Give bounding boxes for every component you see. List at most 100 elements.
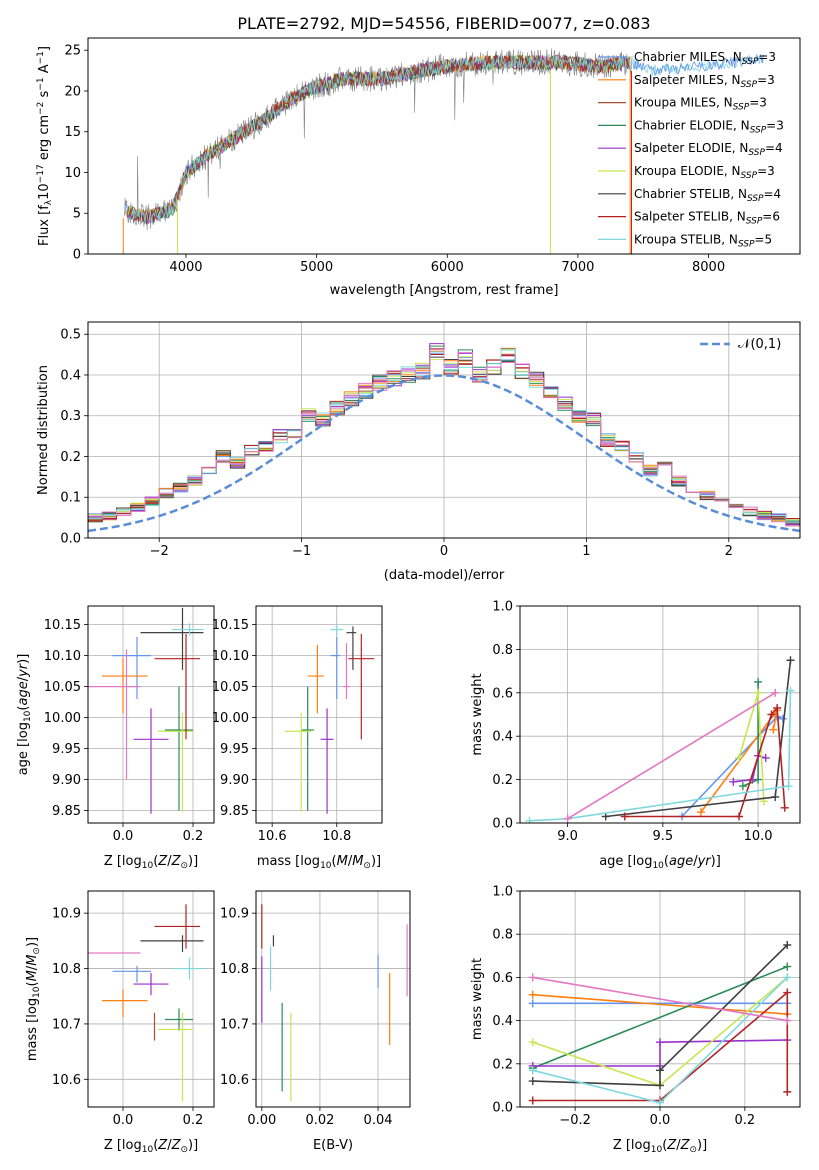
errorbar-point: [112, 965, 151, 983]
x-tick-label: 0.00: [247, 1113, 276, 1128]
x-tick-label: −0.2: [559, 1113, 591, 1128]
x-axis-label: Z [log10(Z/Z⊙)]: [104, 854, 198, 871]
axes-frame: [87, 890, 215, 1108]
x-axis-label-part: yr: [697, 854, 713, 869]
mass-weight-marker: [729, 777, 738, 786]
mass-weight-marker: [784, 782, 793, 791]
legend-entry: Salpeter MILES, NSSP=3: [634, 73, 775, 90]
errorbar-point: [140, 935, 204, 952]
panel-spectrum: 4000 5000 6000 7000 8000 0 5 10 15 20 25 wavelength…: [36, 37, 801, 298]
y-axis-label-part: 10: [23, 710, 33, 722]
legend-entry-part: =3: [757, 164, 775, 178]
x-axis-label-part: 10: [652, 861, 664, 871]
legend-entry: 𝒩(0,1): [738, 337, 781, 352]
mass-weight-line: [532, 976, 788, 1022]
mass-weight-line: [532, 965, 788, 1069]
mass-weight-marker: [525, 816, 534, 823]
y-axis-label-part: mass [log: [25, 998, 40, 1061]
x-axis-label: (data-model)/error: [384, 568, 505, 583]
plot-area: [525, 656, 795, 823]
x-tick-label: 9.0: [557, 829, 578, 844]
plot-area: [528, 941, 792, 1107]
legend-entry: Chabrier ELODIE, NSSP=3: [634, 118, 784, 135]
errorbar-point: [158, 712, 193, 812]
mass-weight-marker: [771, 792, 780, 801]
y-axis-label: mass weight: [470, 958, 485, 1040]
legend-entry-part: =4: [764, 187, 782, 201]
y-axis-label-part: (: [25, 981, 40, 986]
x-axis-label: age [log10(age/yr)]: [599, 854, 721, 871]
mass-weight-marker: [754, 677, 763, 686]
errorbar-point: [172, 623, 204, 636]
mass-weight-line: [532, 944, 788, 1087]
y-tick-label: 0.4: [60, 368, 81, 383]
y-axis-label-part: −17: [36, 164, 46, 183]
y-axis-label-part: 10: [37, 183, 52, 200]
legend-entry: Chabrier STELIB, NSSP=4: [634, 187, 781, 204]
y-tick-label: 9.90: [52, 773, 81, 788]
x-axis-label-part: 10: [142, 1145, 154, 1155]
y-tick-label: 9.90: [220, 773, 249, 788]
mass-weight-marker: [767, 710, 776, 719]
errorbar-point: [140, 607, 204, 670]
y-axis-label-part: −1: [36, 51, 46, 64]
y-axis-label: Normed distribution: [36, 365, 51, 495]
x-axis-label-part: )]: [371, 854, 381, 869]
y-tick-label: 25: [64, 44, 81, 59]
x-tick-label: 0.2: [183, 829, 204, 844]
plot-area: [261, 904, 408, 1102]
errorbar-point: [102, 989, 148, 1018]
y-tick-label: 9.95: [220, 742, 249, 757]
x-tick-label: −2: [150, 544, 169, 559]
mass-weight-line: [624, 706, 786, 818]
y-axis-label: mass weight: [470, 673, 485, 755]
legend-entry-part: =4: [765, 141, 783, 155]
x-axis-label-part: age: [669, 854, 693, 869]
x-tick-label: 0.0: [113, 829, 134, 844]
panel-age-vs-Z: 0.0 0.2 9.85 9.90 9.95 10.00 10.05 10.10 10.15 Z …: [16, 605, 215, 871]
mass-weight-marker: [528, 999, 537, 1008]
x-tick-label: 1: [582, 544, 590, 559]
y-axis-label-part: A: [37, 64, 52, 77]
x-tick-label: 5000: [300, 260, 333, 275]
x-axis-label-part: )]: [697, 1138, 707, 1153]
plot-area: [285, 623, 375, 814]
mass-weight-marker: [528, 973, 537, 982]
x-tick-label: 0.02: [305, 1113, 334, 1128]
x-tick-label: 0.04: [364, 1113, 393, 1128]
x-axis-label-part: Z: [171, 854, 182, 869]
x-axis-label: Z [log10(Z/Z⊙)]: [104, 1138, 198, 1155]
legend-entry-part: SSP: [733, 103, 750, 113]
legend-entry-part: Kroupa MILES, N: [634, 96, 733, 110]
legend-entry-part: SSP: [742, 57, 759, 67]
errorbar-point: [301, 686, 315, 811]
y-tick-label: 10.15: [44, 618, 81, 633]
x-axis-label-part: 10: [142, 861, 154, 871]
x-axis-label-part: 10: [320, 861, 332, 871]
plot-area: [88, 607, 204, 814]
x-axis-label-part: )]: [188, 854, 198, 869]
errorbar-point: [285, 712, 311, 812]
panel-massweight-vs-age: 9.0 9.5 10.0 0.0 0.2 0.4 0.6 0.8 1.0 age [log10(a…: [470, 600, 801, 871]
legend-entry: Kroupa ELODIE, NSSP=3: [634, 164, 775, 181]
mass-weight-marker: [528, 990, 537, 999]
y-tick-label: 1.0: [492, 600, 513, 615]
x-axis-label-part: (: [153, 854, 158, 869]
legend-entry-part: Salpeter ELODIE, N: [634, 141, 748, 155]
mass-weight-marker: [786, 656, 795, 665]
legend-entry-part: =3: [758, 50, 776, 64]
y-tick-label: 10.15: [212, 618, 249, 633]
y-tick-label: 10.00: [44, 711, 81, 726]
y-axis-label-part: λ: [44, 199, 54, 205]
legend-entry-part: Salpeter STELIB, N: [634, 210, 746, 224]
x-axis-label: mass [log10(M/M⊙)]: [257, 854, 381, 871]
mass-weight-marker: [528, 1066, 537, 1075]
y-axis-label-part: s: [37, 90, 52, 101]
spectrum-model-tail: [632, 53, 764, 76]
legend-entry-part: =3: [749, 96, 767, 110]
legend-entry-part: SSP: [741, 171, 758, 181]
legend-entry: Chabrier MILES, NSSP=3: [634, 50, 776, 67]
errorbar-point: [165, 686, 193, 811]
x-axis-label-part: (: [664, 854, 669, 869]
mass-weight-marker: [783, 988, 792, 997]
